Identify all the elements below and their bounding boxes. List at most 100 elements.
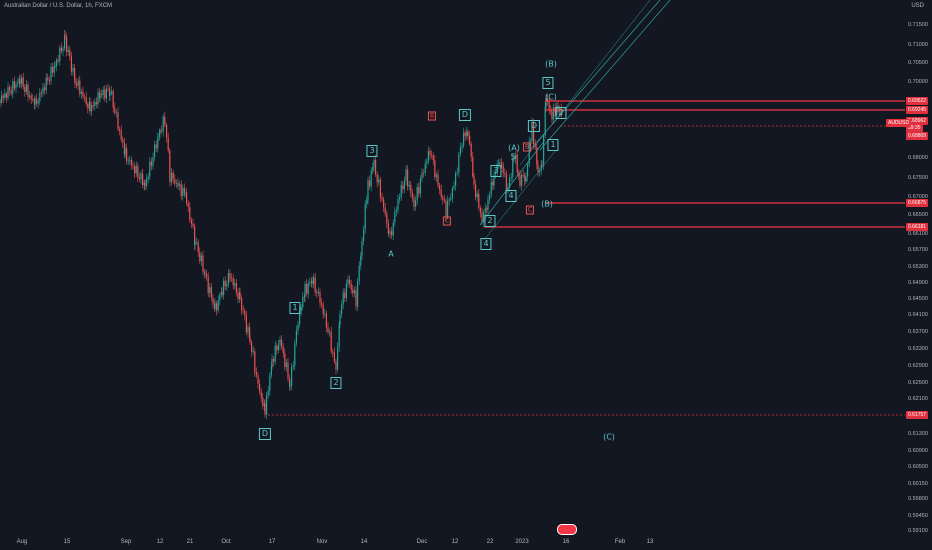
wave-label[interactable]: 2	[330, 377, 342, 389]
candle-body	[408, 184, 410, 187]
price-line-tag: 0.68809	[906, 132, 929, 140]
candle-body	[347, 279, 349, 284]
candle-body	[556, 106, 558, 112]
candle-body	[200, 255, 202, 262]
candle-body	[402, 185, 404, 190]
wave-label[interactable]: 4	[480, 238, 492, 250]
candle-body	[303, 296, 305, 298]
price-tick-label: 0.61300	[908, 431, 928, 437]
candle-body	[74, 67, 76, 80]
candle-body	[352, 289, 354, 294]
candle-body	[400, 185, 402, 198]
candle-body	[476, 193, 478, 198]
candle-body	[249, 327, 251, 339]
candle-body	[239, 292, 241, 298]
wave-label[interactable]: (B)	[541, 199, 553, 209]
candle-body	[355, 290, 357, 307]
candle-body	[223, 280, 225, 295]
candle-body	[149, 161, 151, 177]
wave-label[interactable]: D	[258, 428, 272, 440]
candle-body	[144, 182, 146, 186]
candle-body	[189, 207, 191, 220]
candle-body	[226, 284, 228, 287]
candle-body	[496, 164, 498, 173]
events-icon[interactable]	[557, 524, 577, 535]
candle-body	[490, 182, 492, 195]
wave-label[interactable]: 1	[547, 139, 559, 151]
candle-body	[281, 339, 283, 347]
candle-body	[92, 105, 94, 107]
wave-label[interactable]: 5	[510, 152, 516, 162]
candle-body	[410, 184, 412, 194]
candle-body	[249, 338, 251, 343]
candle-body	[255, 372, 257, 376]
wave-label[interactable]: 2	[484, 215, 496, 227]
candle-body	[369, 180, 371, 187]
candle-body	[285, 362, 287, 368]
candle-body	[199, 252, 201, 262]
candle-body	[504, 172, 506, 174]
candle-body	[57, 59, 59, 61]
wave-label[interactable]: 1	[289, 302, 301, 314]
candle-body	[152, 156, 154, 166]
candle-body	[440, 189, 442, 198]
candle-body	[150, 161, 152, 166]
candle-body	[515, 154, 517, 160]
wave-label[interactable]: B	[522, 142, 532, 152]
price-tick-label: 0.62500	[908, 380, 928, 386]
candle-body	[167, 137, 169, 151]
candle-body	[560, 108, 562, 116]
candle-body	[212, 297, 214, 305]
price-line-tag: 0.68962	[906, 117, 929, 125]
candle-body	[386, 213, 388, 224]
candle-body	[27, 84, 29, 97]
wave-label[interactable]: D	[458, 109, 472, 121]
candle-body	[367, 180, 369, 200]
wave-label[interactable]: D	[527, 120, 541, 132]
candle-body	[525, 176, 527, 182]
candle-body	[196, 242, 198, 243]
candle-body	[470, 143, 472, 157]
price-tick-label: 0.68000	[908, 155, 928, 161]
candle-body	[79, 80, 81, 94]
candle-body	[162, 116, 164, 132]
wave-label[interactable]: A	[388, 249, 394, 259]
candle-body	[489, 194, 491, 200]
wave-label[interactable]: 5	[542, 77, 554, 89]
candle-body	[338, 324, 340, 348]
candle-body	[361, 241, 363, 256]
candle-body	[204, 272, 206, 274]
wave-label[interactable]: 4	[505, 190, 517, 202]
wave-label[interactable]: (C)	[603, 432, 615, 442]
wave-label[interactable]: C	[442, 216, 452, 226]
price-tick-label: 0.66500	[908, 212, 928, 218]
candle-body	[484, 208, 486, 213]
candle-body	[387, 223, 389, 234]
candle-body	[5, 93, 7, 98]
wave-label[interactable]: (C)	[545, 92, 557, 102]
candlesticks	[0, 30, 562, 420]
candle-body	[366, 199, 368, 205]
candle-body	[197, 242, 199, 253]
candle-body	[512, 158, 514, 177]
wave-label[interactable]: (B)	[545, 59, 557, 69]
drawing-overlays	[268, 0, 905, 416]
wave-label[interactable]: B	[427, 111, 437, 121]
wave-label[interactable]: 3	[366, 145, 378, 157]
candle-body	[241, 297, 243, 311]
wave-label[interactable]: 3	[490, 165, 502, 177]
wave-label[interactable]: (A)	[508, 143, 520, 153]
price-line-tag: 0.69522	[906, 97, 929, 105]
candle-body	[164, 124, 166, 126]
candle-body	[147, 176, 149, 179]
candle-body	[80, 91, 82, 94]
candle-body	[330, 331, 332, 352]
candle-body	[172, 172, 174, 180]
price-line-tag: 0.61757	[906, 411, 929, 419]
candle-body	[184, 192, 186, 194]
price-line-tag: 39:35	[906, 124, 923, 132]
wave-label[interactable]: C	[525, 205, 535, 215]
candle-body	[72, 67, 74, 72]
wave-label[interactable]: 2	[555, 107, 567, 119]
